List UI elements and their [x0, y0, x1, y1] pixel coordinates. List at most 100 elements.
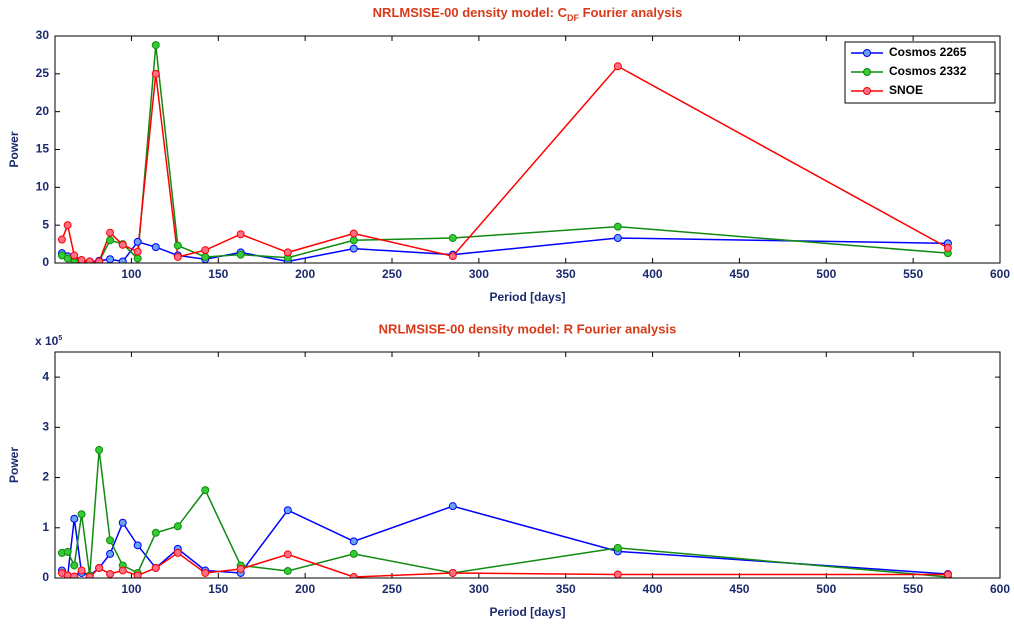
data-point: [349, 229, 358, 238]
legend-marker: [863, 68, 871, 76]
y-tick-label: 3: [42, 420, 49, 434]
x-tick-label: 550: [903, 267, 923, 281]
data-point: [106, 228, 115, 237]
data-point: [95, 563, 104, 572]
data-point: [349, 244, 358, 253]
data-point: [85, 257, 94, 263]
data-point: [151, 243, 160, 252]
data-point: [106, 255, 115, 263]
legend-marker: [863, 87, 871, 95]
legend-label: Cosmos 2332: [889, 64, 967, 78]
series-line: [61, 505, 948, 577]
data-point: [236, 250, 245, 259]
data-point: [448, 234, 457, 243]
y-tick-label: 2: [42, 470, 49, 484]
y-tick-label: 20: [36, 104, 50, 118]
legend-label: Cosmos 2265: [889, 45, 967, 59]
data-point: [63, 254, 72, 263]
title-part: NRLMSISE-00 density model: C: [373, 5, 568, 20]
y-tick-label: 1: [42, 520, 49, 534]
y-tick-label: 30: [36, 28, 50, 42]
data-point: [201, 486, 210, 495]
data-point: [283, 566, 292, 575]
data-point: [77, 255, 86, 263]
data-point: [70, 258, 79, 263]
data-point: [118, 257, 127, 263]
data-point: [173, 241, 182, 250]
x-tick-label: 300: [469, 582, 489, 596]
title-part: DF: [567, 13, 579, 23]
data-point: [173, 252, 182, 261]
y-multiplier: x 105: [35, 334, 62, 348]
data-point: [106, 549, 115, 558]
multiplier-exponent: 5: [58, 335, 62, 342]
x-tick-label: 400: [643, 582, 663, 596]
y-tick-label: 10: [36, 180, 50, 194]
data-point: [70, 572, 79, 578]
data-point: [349, 236, 358, 245]
data-point: [943, 243, 952, 252]
chart-title: NRLMSISE-00 density model: R Fourier ana…: [379, 321, 677, 336]
x-tick-label: 200: [295, 582, 315, 596]
data-point: [70, 251, 79, 260]
plot-area: [55, 36, 1000, 263]
data-point: [613, 543, 622, 552]
y-tick-label: 0: [42, 570, 49, 584]
data-point: [133, 237, 142, 246]
plot-area: [55, 352, 1000, 578]
data-point: [95, 445, 104, 454]
data-point: [201, 246, 210, 255]
x-tick-label: 350: [556, 267, 576, 281]
data-point: [283, 248, 292, 257]
x-tick-label: 300: [469, 267, 489, 281]
title-part: Fourier analysis: [579, 5, 682, 20]
data-point: [201, 252, 210, 261]
x-tick-label: 550: [903, 582, 923, 596]
data-point: [133, 571, 142, 578]
y-axis-label: Power: [7, 131, 21, 167]
data-point: [173, 548, 182, 557]
x-tick-label: 600: [990, 267, 1010, 281]
x-tick-label: 250: [382, 582, 402, 596]
y-axis-label: Power: [7, 447, 21, 483]
series-line: [61, 449, 948, 578]
axes-frame: [54, 351, 1001, 579]
data-point: [349, 537, 358, 546]
x-tick-label: 400: [643, 267, 663, 281]
data-point: [57, 235, 66, 244]
x-tick-label: 100: [121, 267, 141, 281]
data-point: [106, 236, 115, 245]
y-tick-label: 4: [42, 369, 49, 383]
data-point: [133, 541, 142, 550]
data-point: [236, 230, 245, 239]
x-tick-label: 150: [208, 582, 228, 596]
data-point: [85, 572, 94, 578]
data-point: [283, 506, 292, 515]
data-point: [151, 528, 160, 537]
chart-title: NRLMSISE-00 density model: CDF Fourier a…: [373, 5, 683, 23]
axes-frame: [54, 35, 1001, 264]
data-point: [151, 69, 160, 78]
x-tick-label: 350: [556, 582, 576, 596]
data-point: [95, 257, 104, 263]
data-point: [236, 564, 245, 573]
series-layer: [57, 41, 952, 263]
data-point: [201, 568, 210, 577]
data-point: [118, 518, 127, 527]
y-tick-label: 5: [42, 217, 49, 231]
data-point: [613, 222, 622, 231]
x-tick-label: 450: [729, 582, 749, 596]
data-point: [77, 510, 86, 519]
y-tick-label: 15: [36, 142, 50, 156]
data-point: [283, 550, 292, 559]
x-tick-label: 500: [816, 582, 836, 596]
data-point: [70, 514, 79, 523]
y-tick-label: 25: [36, 66, 50, 80]
data-point: [106, 569, 115, 578]
data-point: [77, 566, 86, 575]
x-axis-label: Period [days]: [489, 290, 565, 304]
x-tick-label: 200: [295, 267, 315, 281]
x-tick-label: 450: [729, 267, 749, 281]
multiplier-base: x 10: [35, 334, 59, 348]
